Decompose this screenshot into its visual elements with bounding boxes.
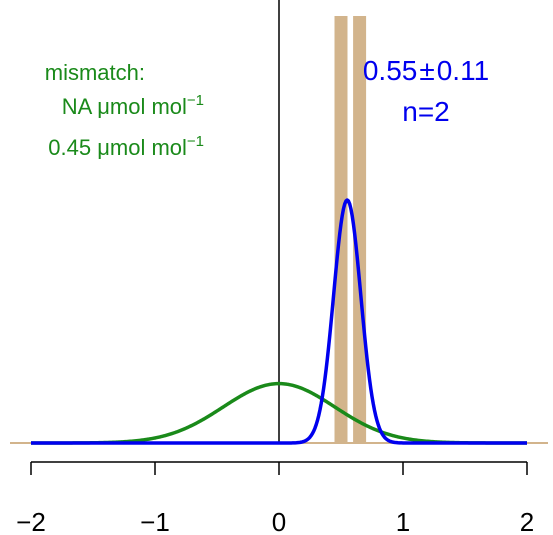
prior-sd-unit-exponent: −1 — [187, 133, 204, 150]
prior-sd-unit: μmol mol — [97, 135, 187, 160]
prior-sd-label: 0.45 μmol mol−1 — [48, 133, 204, 160]
mismatch-value-label: NA μmol mol−1 — [62, 92, 204, 119]
density-curve-mean-0.55 — [30, 198, 528, 445]
plus-minus-symbol: ± — [419, 55, 434, 86]
prior-sd-value: 0.45 — [48, 135, 97, 160]
consensus-estimate-label: 0.55±0.11 — [363, 55, 489, 86]
consensus-value: 0.55 — [363, 55, 418, 86]
mismatch-value: NA — [62, 94, 97, 119]
x-axis: −2 −1 0 1 2 — [16, 461, 534, 535]
mismatch-unit: μmol mol — [97, 94, 187, 119]
x-tick-label-3: 1 — [396, 507, 410, 535]
density-curves — [30, 198, 528, 445]
sample-count-label: n=2 — [402, 96, 450, 127]
x-tick-label-4: 2 — [520, 507, 534, 535]
x-tick-label-0: −2 — [16, 507, 46, 535]
mismatch-unit-exponent: −1 — [187, 92, 204, 109]
consensus-uncertainty: 0.11 — [437, 55, 489, 86]
x-tick-label-1: −1 — [140, 507, 170, 535]
measurement-band-2 — [353, 16, 367, 443]
mismatch-label: mismatch: — [45, 60, 145, 85]
x-tick-label-2: 0 — [272, 507, 286, 535]
